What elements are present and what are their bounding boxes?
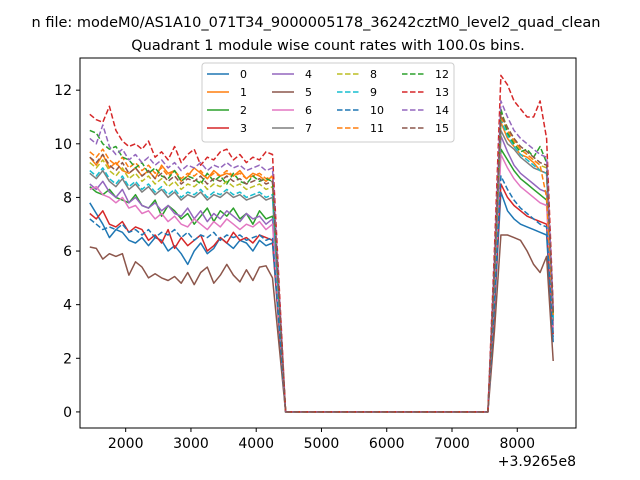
legend-box xyxy=(201,62,455,143)
series-line-14 xyxy=(89,100,554,413)
legend-label-6: 6 xyxy=(305,104,312,117)
chart-title: Quadrant 1 module wise count rates with … xyxy=(131,38,525,54)
series-line-6 xyxy=(89,153,554,413)
legend-label-15: 15 xyxy=(435,122,449,135)
x-tick-label: 5000 xyxy=(304,436,340,452)
series-line-8 xyxy=(89,110,554,413)
legend-label-2: 2 xyxy=(240,104,247,117)
legend-label-4: 4 xyxy=(305,68,312,81)
x-axis: 2000 3000 4000 5000 6000 7000 8000 xyxy=(108,428,535,452)
legend-label-10: 10 xyxy=(370,104,384,117)
series-line-7 xyxy=(89,129,554,413)
x-tick-label: 8000 xyxy=(499,436,535,452)
y-tick-label: 10 xyxy=(54,137,72,153)
y-tick-label: 8 xyxy=(63,190,72,206)
legend-label-12: 12 xyxy=(435,68,449,81)
series-line-3 xyxy=(89,183,554,413)
y-tick-label: 0 xyxy=(63,405,72,421)
x-tick-label: 6000 xyxy=(369,436,405,452)
series-line-5 xyxy=(89,234,554,413)
axes-frame xyxy=(79,57,577,429)
x-tick-label: 3000 xyxy=(173,436,209,452)
series-line-4 xyxy=(89,135,554,413)
legend-label-0: 0 xyxy=(240,68,247,81)
figure-suptitle: n file: modeM0/AS1A10_071T34_9000005178_… xyxy=(32,15,601,31)
legend-label-7: 7 xyxy=(305,122,312,135)
series-line-2 xyxy=(89,148,554,413)
legend-label-8: 8 xyxy=(370,68,377,81)
x-offset-label: +3.9265e8 xyxy=(498,454,576,470)
y-axis: 0 2 4 6 8 10 12 xyxy=(54,83,80,421)
series-line-9 xyxy=(89,118,554,413)
y-tick-label: 6 xyxy=(63,244,72,260)
legend-label-13: 13 xyxy=(435,86,449,99)
series-line-12 xyxy=(89,108,554,413)
plot-series-group xyxy=(89,74,554,413)
x-tick-label: 4000 xyxy=(238,436,274,452)
series-line-10 xyxy=(89,175,554,413)
series-line-15 xyxy=(89,113,554,413)
y-tick-label: 4 xyxy=(63,298,72,314)
y-tick-label: 2 xyxy=(63,351,72,367)
legend-label-5: 5 xyxy=(305,86,312,99)
legend-label-9: 9 xyxy=(370,86,377,99)
y-tick-label: 12 xyxy=(54,83,72,99)
x-tick-label: 2000 xyxy=(108,436,144,452)
legend-label-3: 3 xyxy=(240,122,247,135)
legend-label-11: 11 xyxy=(370,122,384,135)
series-line-13 xyxy=(89,74,554,413)
legend-label-1: 1 xyxy=(240,86,247,99)
legend-label-14: 14 xyxy=(435,104,449,117)
x-tick-label: 7000 xyxy=(434,436,470,452)
